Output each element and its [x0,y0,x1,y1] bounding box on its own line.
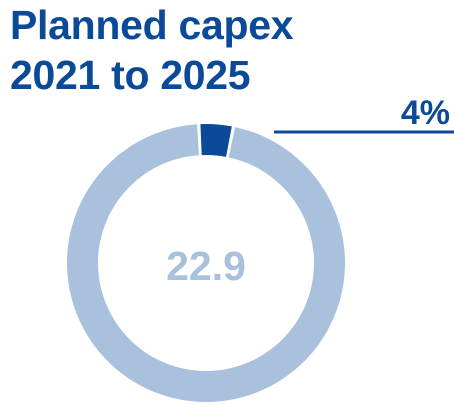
donut-center-total: 22.9 [166,243,246,289]
chart-title: Planned capex 2021 to 2025 [10,0,294,100]
donut-slice-highlight [200,124,232,157]
chart-title-line-2: 2021 to 2025 [10,52,251,98]
slice-label-4pct: 4% [401,94,450,132]
chart-title-line-1: Planned capex [10,2,294,48]
donut-slices [67,124,346,402]
